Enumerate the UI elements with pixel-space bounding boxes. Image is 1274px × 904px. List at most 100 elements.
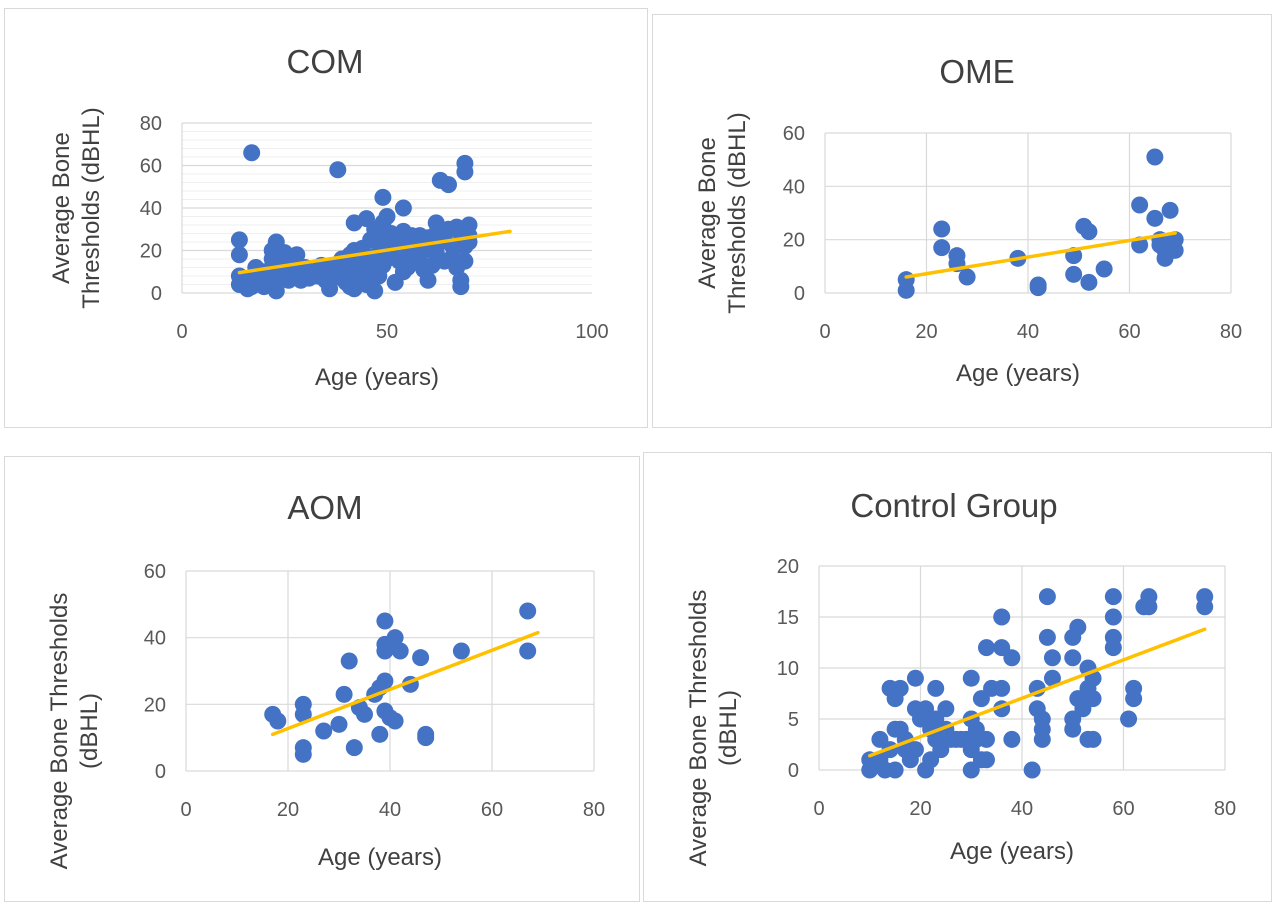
- x-axis-label: Age (years): [956, 360, 1080, 387]
- data-point: [1084, 730, 1102, 748]
- data-point: [1003, 730, 1021, 748]
- data-point: [886, 761, 904, 779]
- data-point: [378, 208, 396, 225]
- y-tick-label: 0: [151, 283, 162, 305]
- trendline: [868, 627, 1207, 758]
- data-point: [1104, 608, 1122, 626]
- data-point: [958, 268, 976, 286]
- data-point: [1029, 279, 1047, 297]
- data-point: [906, 741, 924, 759]
- data-point: [927, 679, 945, 697]
- y-axis-label-line: Average Bone Thresholds: [46, 593, 73, 870]
- x-tick-label: 20: [915, 321, 937, 343]
- chart-svg-aom: 0 20 40 60 0 20 40 60 80 AOM Age (years) Average Bo…: [46, 489, 605, 871]
- chart-com: 0 20 40 60 80 0 50 100 COM Age (years) Average Bon…: [4, 8, 648, 428]
- x-tick-label: 0: [180, 799, 191, 821]
- chart-title: OME: [939, 53, 1014, 90]
- y-axis-label-line: Thresholds (dBHL): [78, 107, 105, 308]
- data-point: [230, 246, 248, 264]
- y-tick-label: 15: [777, 607, 799, 629]
- y-tick-label: 5: [788, 709, 799, 731]
- data-point: [1104, 588, 1122, 606]
- x-tick-label: 40: [1011, 798, 1033, 820]
- x-tick-label: 60: [1112, 798, 1134, 820]
- data-point: [1166, 241, 1184, 259]
- y-tick-label: 0: [794, 283, 805, 305]
- data-point: [1080, 273, 1098, 291]
- data-point: [933, 239, 951, 257]
- y-axis-label-line: (dBHL): [715, 690, 742, 766]
- x-tick-label: 40: [379, 799, 401, 821]
- data-point: [1033, 730, 1051, 748]
- data-point: [1064, 649, 1082, 667]
- data-point: [1038, 588, 1056, 606]
- data-point: [1065, 265, 1083, 283]
- data-point: [1146, 209, 1164, 227]
- data-point: [456, 163, 474, 181]
- data-point: [891, 679, 909, 697]
- y-tick-label: 40: [783, 176, 805, 198]
- data-point: [371, 725, 389, 743]
- data-point: [1146, 148, 1164, 166]
- data-point: [1069, 618, 1087, 636]
- data-point: [412, 649, 430, 667]
- y-axis-label-line: Average Bone Thresholds: [685, 590, 712, 867]
- data-point: [366, 282, 384, 300]
- data-point: [335, 685, 353, 703]
- y-axis-label-line: Average Bone: [48, 132, 75, 284]
- data-point: [1140, 598, 1158, 616]
- x-axis-label: Age (years): [950, 838, 1074, 865]
- data-point: [519, 602, 537, 620]
- y-tick-label: 20: [144, 694, 166, 716]
- y-axis-label-line: (dBHL): [76, 693, 103, 769]
- data-point: [1064, 720, 1082, 738]
- data-point: [1161, 201, 1179, 219]
- y-axis-label-line: Average Bone: [694, 137, 721, 289]
- data-point: [386, 629, 404, 647]
- x-tick-label: 0: [176, 321, 187, 343]
- data-point: [340, 652, 358, 670]
- data-point: [1196, 598, 1214, 616]
- x-tick-label: 80: [583, 799, 605, 821]
- x-tick-label: 80: [1220, 321, 1242, 343]
- data-point: [977, 639, 995, 657]
- x-tick-label: 60: [1118, 321, 1140, 343]
- data-point: [906, 669, 924, 687]
- data-point: [452, 278, 470, 296]
- y-tick-label: 60: [144, 561, 166, 583]
- y-tick-label: 60: [140, 156, 162, 178]
- x-tick-label: 80: [1214, 798, 1236, 820]
- data-point: [456, 252, 474, 270]
- data-point: [315, 722, 333, 740]
- data-point: [1120, 710, 1138, 728]
- x-axis-label: Age (years): [315, 364, 439, 391]
- data-point: [1043, 669, 1061, 687]
- chart-title: Control Group: [850, 487, 1057, 524]
- y-tick-label: 0: [788, 760, 799, 782]
- data-point: [993, 679, 1011, 697]
- data-point: [1125, 690, 1143, 708]
- y-axis-label-line: Thresholds (dBHL): [724, 112, 751, 313]
- data-point: [376, 612, 394, 630]
- data-point: [294, 705, 312, 723]
- data-point: [376, 672, 394, 690]
- x-axis-label: Age (years): [318, 844, 442, 871]
- data-point: [386, 712, 404, 730]
- data-point: [897, 281, 915, 299]
- chart-svg-control-group: 0 5 10 15 20 0 20 40 60 80 Control Group Age (years…: [685, 487, 1236, 867]
- data-point: [977, 730, 995, 748]
- data-point: [345, 739, 363, 757]
- data-point: [977, 751, 995, 769]
- y-tick-label: 40: [144, 628, 166, 650]
- data-point: [419, 271, 437, 289]
- chart-aom: 0 20 40 60 0 20 40 60 80 AOM Age (years) Average Bo…: [4, 456, 640, 902]
- y-axis-label: Average Bone Thresholds (dBHL): [685, 590, 742, 867]
- chart-svg-com: 0 20 40 60 80 0 50 100 COM Age (years) Average Bon…: [48, 43, 609, 391]
- data-point: [243, 144, 261, 162]
- x-tick-label: 20: [277, 799, 299, 821]
- x-tick-label: 20: [909, 798, 931, 820]
- chart-title: COM: [287, 43, 364, 80]
- data-point: [1084, 690, 1102, 708]
- data-point: [394, 199, 412, 217]
- data-point: [329, 161, 347, 179]
